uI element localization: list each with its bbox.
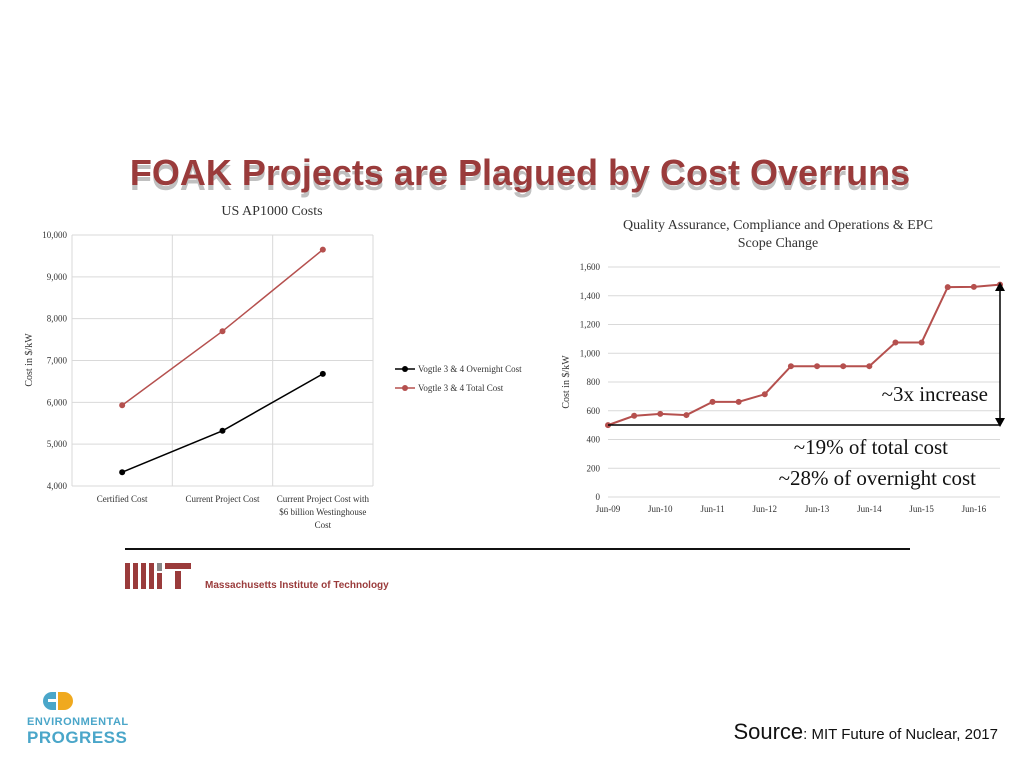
right-series-point	[970, 283, 977, 290]
right-chart-annotations: ~3x increase ~19% of total cost ~28% of …	[608, 282, 1005, 490]
right-y-tick-label: 400	[587, 435, 601, 445]
right-series-point	[918, 339, 925, 346]
left-chart-grid	[71, 234, 374, 487]
ep-line2: PROGRESS	[27, 728, 128, 747]
right-y-tick-label: 1,400	[580, 291, 601, 301]
right-series-point	[761, 391, 768, 398]
right-y-tick-label: 800	[587, 377, 601, 387]
right-x-tick-label: Jun-12	[753, 504, 778, 514]
right-series-point	[866, 363, 873, 370]
arrow-head-top-icon	[995, 282, 1005, 291]
right-chart-series	[605, 281, 1003, 429]
right-series-point	[657, 410, 664, 417]
left-y-tick-label: 8,000	[47, 314, 68, 324]
source-label: Source	[733, 719, 804, 744]
left-series-0-point	[319, 370, 326, 377]
right-x-tick-label: Jun-15	[909, 504, 934, 514]
left-y-axis-label: Cost in $/kW	[24, 333, 35, 387]
mit-logo-icon	[125, 563, 191, 589]
right-y-tick-label: 200	[587, 463, 601, 473]
mit-name: Massachusetts Institute of Technology	[205, 580, 389, 591]
right-x-tick-label: Jun-16	[962, 504, 987, 514]
left-x-tick-label: Current Project Cost with	[277, 494, 370, 504]
right-x-tick-label: Jun-14	[857, 504, 882, 514]
left-chart-y-ticks: 4,000 5,000 6,000 7,000 8,000 9,000 10,000	[42, 230, 67, 491]
right-chart-grid	[608, 266, 1000, 498]
source-text: : MIT Future of Nuclear, 2017	[803, 726, 998, 743]
right-series-line	[607, 283, 1001, 427]
right-series-point	[787, 363, 794, 370]
right-series-point	[631, 412, 638, 419]
left-y-tick-label: 6,000	[47, 397, 68, 407]
legend-overnight: Vogtle 3 & 4 Overnight Cost	[418, 364, 522, 374]
share-overnight-annotation: ~28% of overnight cost	[779, 466, 977, 490]
right-series-point	[814, 363, 821, 370]
left-series-1-point	[119, 402, 126, 409]
left-y-tick-label: 4,000	[47, 481, 68, 491]
left-x-tick-label: Certified Cost	[97, 494, 148, 504]
slide-title: FOAK Projects are Plagued by Cost Overru…	[129, 152, 911, 193]
qa-scope-change-chart: Quality Assurance, Compliance and Operat…	[561, 218, 1005, 514]
increase-annotation: ~3x increase	[882, 382, 988, 406]
right-y-tick-label: 1,200	[580, 320, 601, 330]
left-chart-x-ticks: Certified Cost Current Project Cost Curren…	[97, 494, 370, 530]
right-series-point	[735, 398, 742, 405]
left-series-line-1	[121, 249, 324, 406]
right-series-point	[892, 339, 899, 346]
left-chart-title: US AP1000 Costs	[221, 204, 322, 219]
source-note: Source: MIT Future of Nuclear, 2017	[733, 719, 998, 745]
left-series-line-0	[121, 373, 324, 473]
legend-total: Vogtle 3 & 4 Total Cost	[418, 383, 504, 393]
right-y-tick-label: 1,600	[580, 262, 601, 272]
right-y-tick-label: 1,000	[580, 348, 601, 358]
environmental-progress-logo-icon	[43, 692, 73, 710]
right-x-tick-label: Jun-11	[700, 504, 724, 514]
right-y-axis-label: Cost in $/kW	[561, 355, 572, 409]
right-x-tick-label: Jun-13	[805, 504, 830, 514]
right-chart-x-ticks: Jun-09 Jun-10 Jun-11 Jun-12 Jun-13 Jun-14 Jun-…	[596, 504, 987, 514]
left-y-tick-label: 9,000	[47, 272, 68, 282]
left-chart-series	[119, 246, 326, 476]
left-series-1-point	[319, 246, 326, 253]
left-chart-legend: Vogtle 3 & 4 Overnight Cost Vogtle 3 & 4…	[395, 364, 522, 393]
left-y-tick-label: 5,000	[47, 439, 68, 449]
left-x-tick-label: Current Project Cost	[186, 494, 260, 504]
left-x-tick-label: $6 billion Westinghouse	[279, 507, 366, 517]
right-series-point	[944, 284, 951, 291]
left-y-tick-label: 10,000	[42, 230, 67, 240]
divider-line	[125, 548, 910, 550]
left-y-tick-label: 7,000	[47, 356, 68, 366]
right-x-tick-label: Jun-09	[596, 504, 621, 514]
right-chart-title-line2: Scope Change	[738, 236, 818, 251]
right-series-point	[709, 398, 716, 405]
left-series-0-point	[219, 427, 226, 434]
right-y-tick-label: 0	[596, 492, 601, 502]
left-series-1-point	[219, 328, 226, 335]
ep-line1: ENVIRONMENTAL	[27, 716, 129, 728]
right-chart-y-ticks: 0 200 400 600 800 1,000 1,200 1,400 1,600	[580, 262, 601, 502]
right-series-point	[683, 412, 690, 419]
right-y-tick-label: 600	[587, 406, 601, 416]
left-series-0-point	[119, 469, 126, 476]
right-chart-title-line1: Quality Assurance, Compliance and Operat…	[623, 218, 933, 233]
arrow-head-bottom-icon	[995, 418, 1005, 427]
us-ap1000-costs-chart: US AP1000 Costs Cost in $/kW 4,000 5,000 6…	[24, 204, 522, 530]
left-x-tick-label: Cost	[315, 520, 332, 530]
right-x-tick-label: Jun-10	[648, 504, 673, 514]
right-series-point	[840, 363, 847, 370]
share-total-annotation: ~19% of total cost	[794, 435, 948, 459]
